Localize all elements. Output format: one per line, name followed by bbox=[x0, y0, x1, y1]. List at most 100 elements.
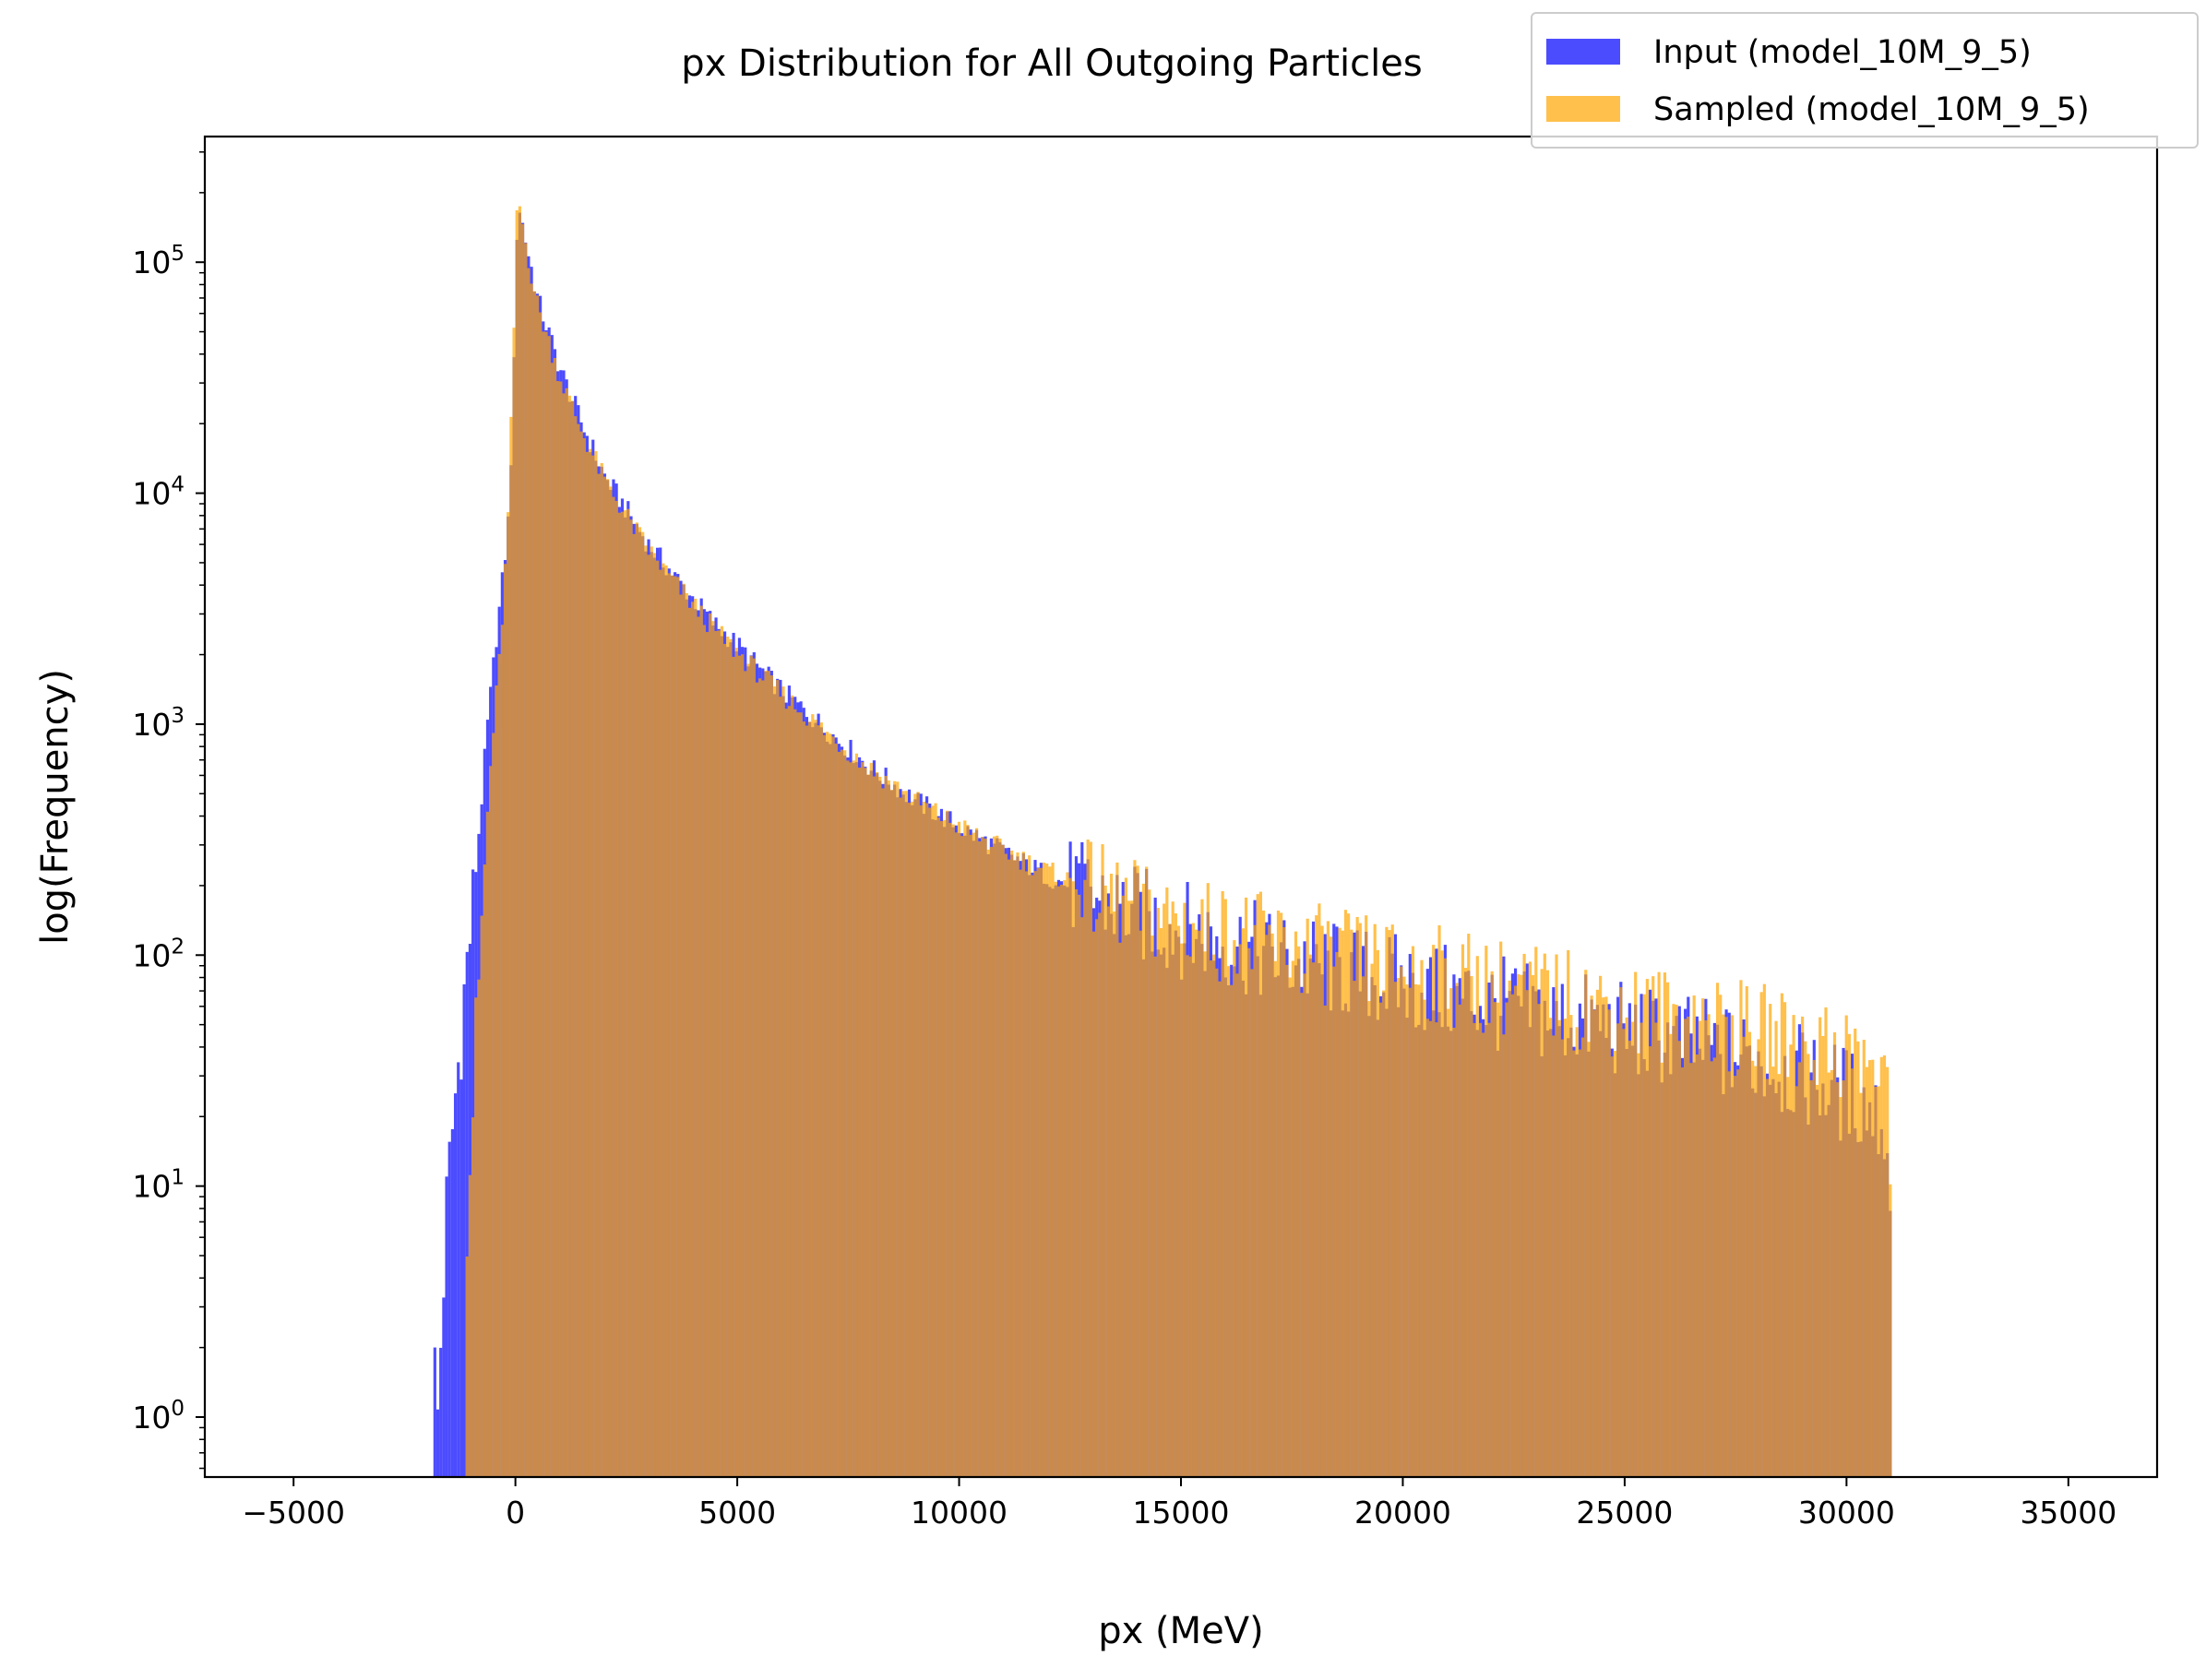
histogram-bar bbox=[861, 762, 865, 1477]
histogram-bar bbox=[600, 462, 603, 1477]
legend-box bbox=[1531, 12, 2199, 149]
histogram-bar bbox=[1616, 1023, 1620, 1477]
histogram-bar bbox=[662, 563, 665, 1477]
histogram-bar bbox=[1390, 924, 1394, 1477]
legend-label-input: Input (model_10M_9_5) bbox=[1653, 34, 2032, 71]
histogram-bar bbox=[1215, 968, 1219, 1477]
histogram-bar bbox=[1630, 1021, 1635, 1477]
histogram-bar bbox=[705, 632, 709, 1477]
histogram-bar bbox=[948, 822, 952, 1477]
histogram-bar bbox=[507, 512, 510, 1477]
histogram-bar bbox=[857, 768, 862, 1477]
histogram-bar bbox=[1042, 862, 1046, 1477]
histogram-bar bbox=[1435, 1022, 1438, 1477]
y-tick-label: 105 bbox=[132, 242, 185, 280]
histogram-bar bbox=[588, 448, 592, 1477]
histogram-bar bbox=[1482, 1032, 1485, 1477]
histogram-bar bbox=[1183, 902, 1186, 1477]
histogram-bar bbox=[1520, 974, 1523, 1477]
histogram-bar bbox=[1789, 1044, 1793, 1477]
histogram-bar bbox=[1265, 935, 1269, 1477]
histogram-bar bbox=[535, 295, 540, 1477]
histogram-bar bbox=[931, 805, 935, 1477]
histogram-bar bbox=[477, 979, 481, 1477]
histogram-bar bbox=[1473, 1022, 1476, 1477]
histogram-bar bbox=[849, 762, 853, 1477]
histogram-bar bbox=[670, 575, 674, 1477]
histogram-bar bbox=[1212, 954, 1216, 1477]
histogram-bar bbox=[1256, 894, 1259, 1477]
histogram-bar bbox=[435, 1409, 440, 1477]
x-axis-ticks: −5000 0 5000 10000 15000 20000 25000 30000 35000 bbox=[242, 1477, 2117, 1531]
histogram-bar bbox=[1068, 877, 1072, 1477]
histogram-bar bbox=[986, 849, 990, 1477]
histogram-bar bbox=[626, 508, 630, 1477]
histogram-bar bbox=[1206, 883, 1210, 1477]
histogram-bar bbox=[893, 780, 897, 1477]
histogram-bar bbox=[1095, 919, 1099, 1477]
histogram-bar bbox=[1365, 915, 1368, 1477]
histogram-bar bbox=[1660, 1062, 1663, 1477]
histogram-bar bbox=[474, 997, 478, 1477]
histogram-bar bbox=[676, 577, 680, 1477]
histogram-bar bbox=[822, 734, 827, 1477]
histogram-bar bbox=[1812, 1059, 1816, 1477]
histogram-bar bbox=[1704, 1019, 1708, 1477]
histogram-bar bbox=[1739, 980, 1743, 1477]
histogram-bar bbox=[1847, 1033, 1851, 1477]
histogram-bar bbox=[744, 671, 747, 1477]
histogram-bar bbox=[1663, 972, 1667, 1477]
histogram-bar bbox=[1139, 930, 1142, 1477]
histogram-bar bbox=[928, 807, 932, 1477]
histogram-bar bbox=[1677, 1041, 1681, 1477]
histogram-bar bbox=[1865, 1066, 1869, 1477]
histogram-bar bbox=[732, 656, 735, 1477]
histogram-bar bbox=[1323, 1005, 1327, 1477]
histogram-bar bbox=[1780, 993, 1783, 1477]
histogram-bar bbox=[1672, 1004, 1675, 1477]
bars-layer bbox=[433, 206, 1892, 1477]
histogram-bar bbox=[1098, 912, 1102, 1477]
histogram-bar bbox=[1280, 912, 1283, 1477]
histogram-bar bbox=[799, 712, 803, 1477]
histogram-bar bbox=[1783, 1002, 1787, 1477]
histogram-bar bbox=[629, 519, 633, 1477]
histogram-bar bbox=[1223, 899, 1227, 1477]
histogram-bar bbox=[1297, 946, 1301, 1477]
histogram-bar bbox=[1276, 910, 1281, 1477]
histogram-bar bbox=[1645, 979, 1649, 1477]
histogram-bar bbox=[694, 598, 698, 1477]
histogram-bar bbox=[1432, 945, 1436, 1477]
histogram-bar bbox=[1180, 943, 1184, 1477]
histogram-bar bbox=[1490, 971, 1494, 1477]
histogram-bar bbox=[512, 328, 516, 1477]
histogram-bar bbox=[1156, 908, 1160, 1477]
histogram-bar bbox=[1485, 946, 1488, 1477]
histogram-bar bbox=[1557, 1019, 1561, 1477]
x-tick-label: −5000 bbox=[242, 1495, 345, 1531]
histogram-bar bbox=[790, 695, 794, 1477]
histogram-bar bbox=[570, 400, 575, 1477]
histogram-bar bbox=[1141, 883, 1146, 1477]
y-tick-label: 100 bbox=[132, 1397, 185, 1436]
histogram-bar bbox=[866, 774, 870, 1477]
histogram-bar bbox=[515, 209, 519, 1477]
histogram-bar bbox=[1303, 973, 1306, 1477]
histogram-bar bbox=[1326, 921, 1330, 1477]
histogram-bar bbox=[1306, 918, 1309, 1477]
histogram-bar bbox=[1101, 844, 1104, 1477]
histogram-bar bbox=[802, 721, 805, 1477]
histogram-bar bbox=[1522, 953, 1526, 1477]
histogram-bar bbox=[1071, 881, 1075, 1477]
histogram-bar bbox=[1163, 903, 1166, 1477]
histogram-bar bbox=[1233, 940, 1236, 1477]
histogram-bar bbox=[632, 533, 636, 1477]
histogram-bar bbox=[1361, 976, 1365, 1477]
histogram-bar bbox=[518, 206, 521, 1477]
histogram-bar bbox=[796, 712, 800, 1477]
histogram-bar bbox=[1268, 924, 1271, 1477]
histogram-bar bbox=[1115, 862, 1119, 1477]
histogram-bar bbox=[1818, 1017, 1822, 1477]
histogram-bar bbox=[585, 451, 589, 1477]
